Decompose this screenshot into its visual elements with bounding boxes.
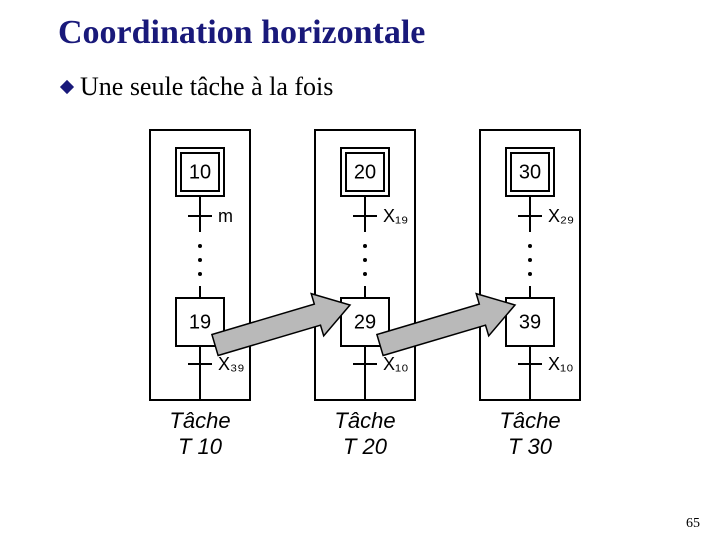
ellipsis-dot-icon — [363, 272, 367, 276]
step-top-label: 20 — [354, 161, 376, 183]
transition-bottom-label: X₁₀ — [383, 354, 409, 374]
bullet-row: Une seule tâche à la fois — [62, 72, 333, 102]
step-bottom-label: 19 — [189, 311, 211, 333]
bullet-text: Une seule tâche à la fois — [80, 72, 333, 102]
step-bottom-label: 39 — [519, 311, 541, 333]
step-top-label: 10 — [189, 161, 211, 183]
transition-top-label: X₁₉ — [383, 206, 408, 226]
step-top-label: 30 — [519, 161, 541, 183]
ellipsis-dot-icon — [198, 244, 202, 248]
transition-top-label: X₂₉ — [548, 206, 574, 226]
ellipsis-dot-icon — [528, 272, 532, 276]
ellipsis-dot-icon — [198, 258, 202, 262]
task-name-line2: T 30 — [508, 434, 553, 459]
coordination-diagram: 10m19X₃₉TâcheT 1020X₁₉29X₁₀TâcheT 2030X₂… — [110, 120, 620, 500]
step-bottom-label: 29 — [354, 311, 376, 333]
ellipsis-dot-icon — [363, 244, 367, 248]
task-name-line1: Tâche — [169, 408, 230, 433]
task-name-line1: Tâche — [499, 408, 560, 433]
transition-bottom-label: X₁₀ — [548, 354, 574, 374]
transition-bottom-label: X₃₉ — [218, 354, 244, 374]
task-name-line2: T 20 — [343, 434, 388, 459]
slide-title: Coordination horizontale — [58, 14, 425, 52]
transition-top-label: m — [218, 206, 233, 226]
bullet-diamond-icon — [60, 80, 74, 94]
ellipsis-dot-icon — [528, 258, 532, 262]
task-name-line1: Tâche — [334, 408, 395, 433]
ellipsis-dot-icon — [198, 272, 202, 276]
task-name-line2: T 10 — [178, 434, 223, 459]
ellipsis-dot-icon — [528, 244, 532, 248]
ellipsis-dot-icon — [363, 258, 367, 262]
page-number: 65 — [686, 516, 700, 532]
